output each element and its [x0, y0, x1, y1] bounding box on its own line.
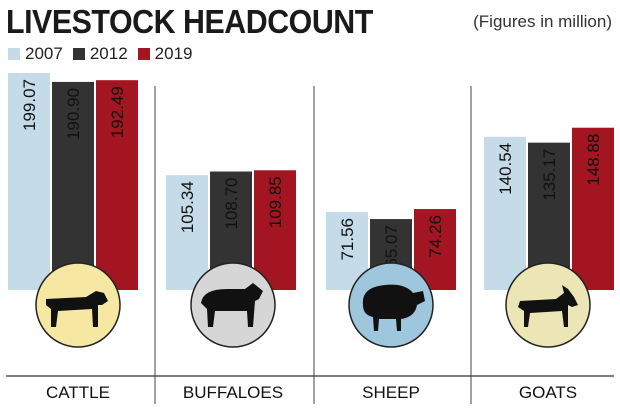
cow-icon — [46, 291, 108, 327]
bar-group-buffaloes: 105.34 108.70 109.85 — [166, 170, 296, 290]
legend-swatch-2019 — [137, 48, 150, 60]
bar-group-cattle: 199.07 190.90 192.49 — [8, 73, 138, 290]
bar-buffaloes-2007 — [166, 175, 208, 290]
legend-item-2012: 2012 — [72, 44, 128, 64]
value-label-cattle-2019: 192.49 — [108, 86, 127, 138]
sheep-icon — [362, 284, 425, 331]
value-label-buffaloes-2019: 109.85 — [266, 176, 285, 228]
bar-cattle-2019 — [96, 80, 138, 290]
bar-cattle-2012 — [52, 81, 94, 290]
legend-label-2019: 2019 — [154, 44, 193, 63]
category-label-sheep: SHEEP — [362, 383, 420, 402]
goat-icon — [518, 285, 578, 327]
value-label-sheep-2019: 74.26 — [426, 215, 445, 258]
legend-swatch-2007 — [8, 48, 20, 60]
legend: 2007 2012 2019 — [8, 44, 192, 64]
value-label-buffaloes-2007: 105.34 — [178, 181, 197, 233]
buffalo-icon — [201, 283, 263, 327]
value-label-cattle-2007: 199.07 — [20, 79, 39, 131]
chart-subtitle: (Figures in million) — [473, 12, 612, 31]
bar-goats-2007 — [484, 136, 526, 290]
bar-cattle-2007 — [8, 73, 50, 290]
category-label-goats: GOATS — [519, 383, 577, 402]
category-label-buffaloes: BUFFALOES — [183, 383, 283, 402]
bar-goats-2019 — [572, 127, 614, 291]
value-label-goats-2007: 140.54 — [496, 143, 515, 195]
bar-buffaloes-2019 — [254, 170, 296, 290]
legend-label-2007: 2007 — [25, 44, 63, 63]
bar-group-goats: 140.54 135.17 148.88 — [484, 127, 614, 291]
value-label-goats-2019: 148.88 — [584, 134, 603, 186]
value-label-buffaloes-2012: 108.70 — [222, 178, 241, 230]
category-label-cattle: CATTLE — [46, 383, 110, 402]
legend-item-2019: 2019 — [137, 44, 193, 64]
value-label-sheep-2007: 71.56 — [338, 218, 357, 261]
legend-label-2012: 2012 — [89, 44, 128, 63]
legend-swatch-2012 — [72, 48, 85, 60]
value-label-cattle-2012: 190.90 — [64, 88, 83, 140]
value-label-goats-2012: 135.17 — [540, 149, 559, 201]
chart-title: LIVESTOCK HEADCOUNT — [6, 3, 373, 40]
legend-item-2007: 2007 — [8, 44, 63, 64]
value-label-sheep-2012: 65.07 — [382, 225, 401, 268]
